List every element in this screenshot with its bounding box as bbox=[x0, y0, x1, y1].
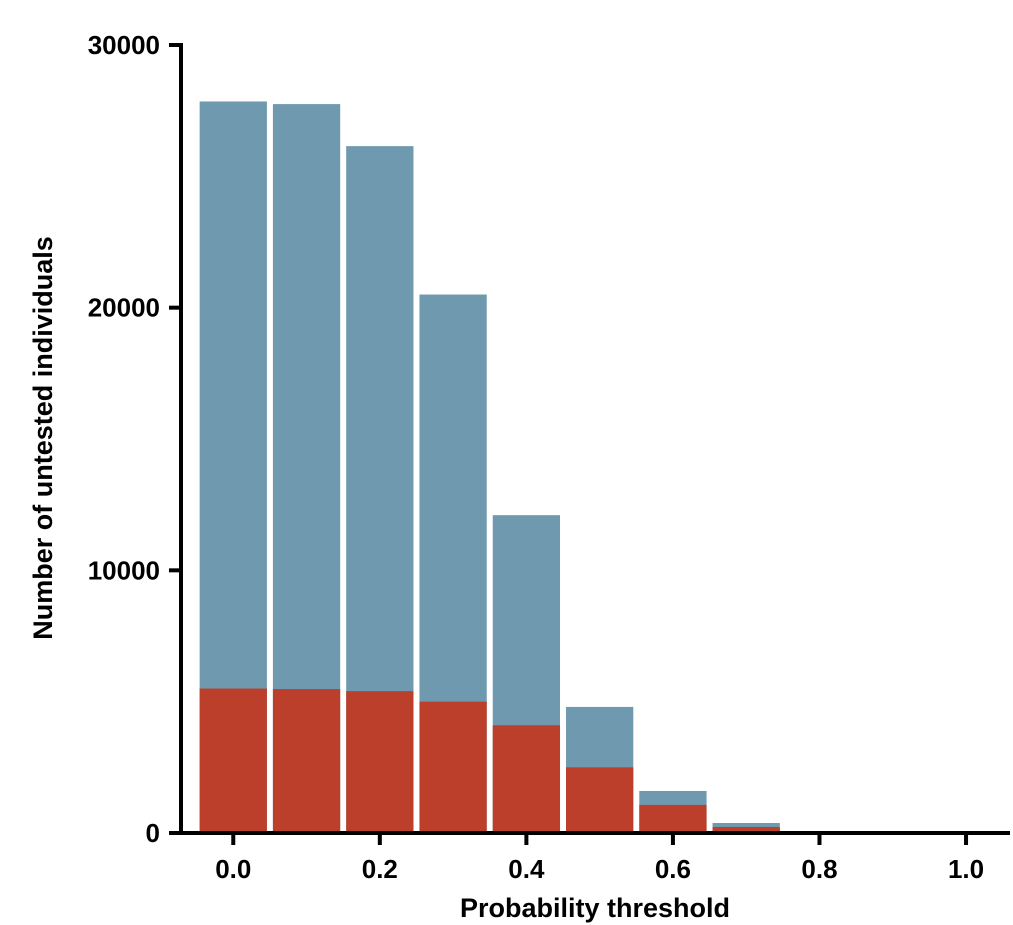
y-ticks: 0 10000 20000 30000 bbox=[88, 30, 181, 848]
axes-layer bbox=[179, 43, 1010, 835]
y-axis-title: Number of untested individuals bbox=[28, 236, 58, 640]
x-axis-title: Probability threshold bbox=[460, 893, 730, 923]
x-tick-label: 0.2 bbox=[362, 854, 398, 884]
bar-subset-0.7 bbox=[712, 826, 780, 833]
y-tick-label: 20000 bbox=[88, 293, 160, 323]
x-ticks: 0.0 0.2 0.4 0.6 0.8 1.0 bbox=[215, 833, 984, 884]
bar-subset-0.6 bbox=[639, 804, 707, 833]
x-tick-label: 1.0 bbox=[948, 854, 984, 884]
bar-subset-0.1 bbox=[272, 689, 341, 833]
y-tick-label: 30000 bbox=[88, 30, 160, 60]
bar-subset-0.2 bbox=[346, 691, 414, 833]
x-tick-label: 0.4 bbox=[508, 854, 545, 884]
bar-subset-0.5 bbox=[566, 767, 634, 833]
x-tick-label: 0.6 bbox=[655, 854, 691, 884]
bar-subset-0 bbox=[199, 688, 267, 833]
bars-layer bbox=[199, 101, 780, 834]
y-tick-label: 10000 bbox=[88, 555, 160, 585]
bar-subset-0.3 bbox=[419, 701, 487, 833]
x-tick-label: 0.0 bbox=[215, 854, 251, 884]
y-tick-label: 0 bbox=[146, 818, 160, 848]
bar-subset-0.4 bbox=[492, 725, 561, 833]
x-tick-label: 0.8 bbox=[801, 854, 837, 884]
